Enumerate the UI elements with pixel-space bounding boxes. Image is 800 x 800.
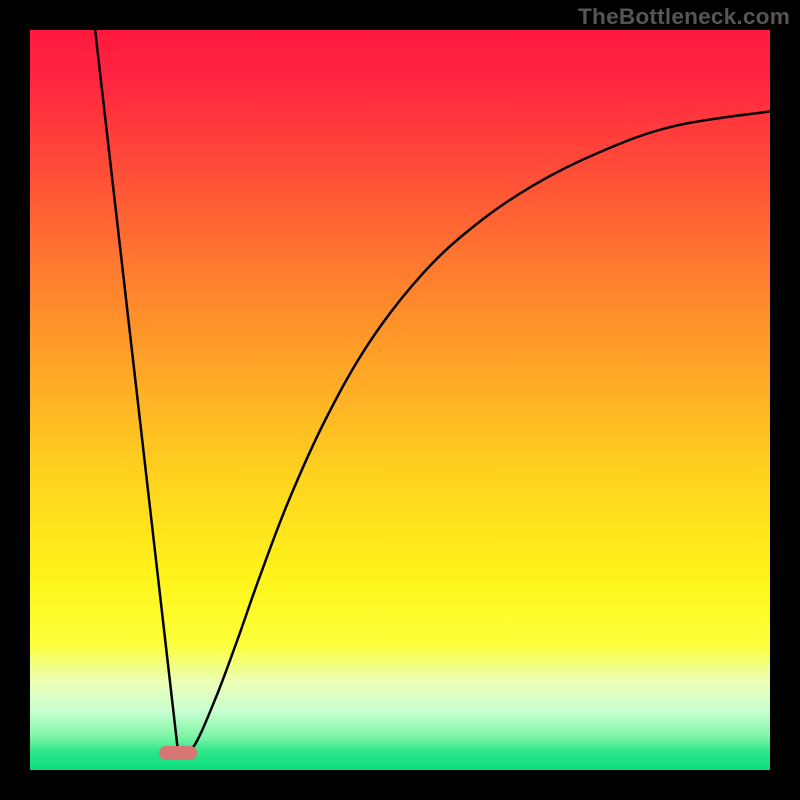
optimal-point-marker xyxy=(159,746,197,760)
chart-background-gradient xyxy=(30,30,770,770)
plot-area xyxy=(30,30,770,770)
bottleneck-chart: TheBottleneck.com xyxy=(0,0,800,800)
watermark-text: TheBottleneck.com xyxy=(578,4,790,30)
chart-svg xyxy=(0,0,800,800)
